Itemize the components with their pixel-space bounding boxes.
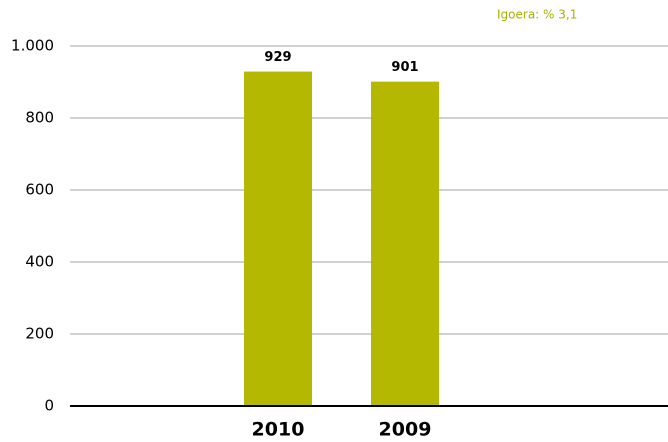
annotation: Igoera: % 3,1 (497, 8, 577, 22)
y-tick-label: 200 (25, 325, 54, 343)
value-label: 901 (391, 60, 418, 75)
y-tick-label: 400 (25, 253, 54, 271)
value-label: 929 (264, 50, 291, 65)
y-tick-label: 800 (25, 109, 54, 127)
bar (244, 71, 312, 406)
y-tick-label: 600 (25, 181, 54, 199)
x-tick-label: 2010 (252, 419, 305, 441)
x-tick-label: 2009 (379, 419, 432, 441)
y-tick-label: 0 (44, 397, 54, 415)
y-tick-label: 1.000 (11, 37, 54, 55)
bar (371, 81, 439, 406)
